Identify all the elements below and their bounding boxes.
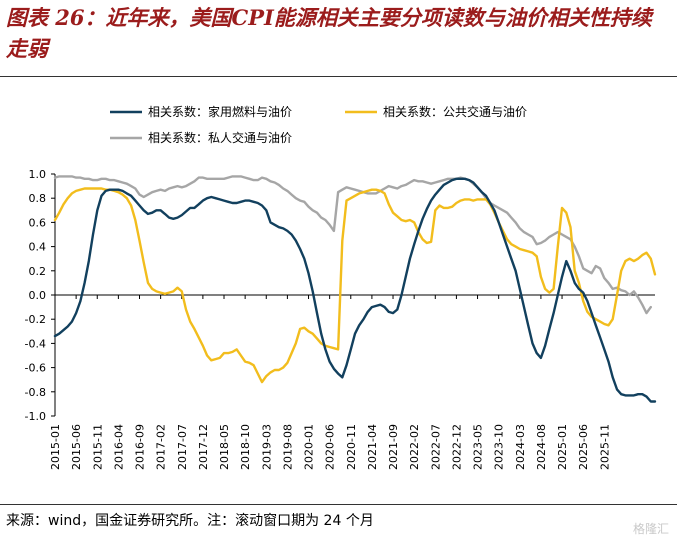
legend-label: 相关系数：私人交通与油价 [148,130,292,145]
x-tick-label: 2025-11 [598,424,611,470]
x-tick-label: 2023-05 [472,424,485,470]
x-tick-label: 2015-06 [70,424,83,470]
x-tick-label: 2015-11 [91,424,104,470]
title-divider [0,76,677,77]
x-tick-label: 2023-10 [493,424,506,470]
legend-label: 相关系数：家用燃料与油价 [148,104,292,119]
y-tick-label: 0.6 [29,216,47,229]
x-tick-label: 2022-02 [408,424,421,470]
x-tick-label: 2025-06 [577,424,590,470]
source-divider [0,504,677,505]
y-tick-label: 0.4 [29,241,47,254]
y-tick-label: -0.2 [25,313,46,326]
x-tick-label: 2015-01 [49,424,62,470]
axes: 1.00.80.60.40.20.0-0.2-0.4-0.6-0.8-1.020… [25,168,655,470]
x-tick-label: 2021-04 [366,424,379,470]
x-tick-label: 2019-03 [260,424,273,470]
y-tick-label: 0.2 [29,265,47,278]
y-tick-label: 1.0 [29,168,47,181]
source-note: 来源：wind，国金证券研究所。注：滚动窗口期为 24 个月 [6,513,374,529]
y-tick-label: -1.0 [25,410,46,423]
x-tick-label: 2024-03 [514,424,527,470]
x-tick-label: 2017-07 [176,424,189,470]
legend-label: 相关系数：公共交通与油价 [383,104,527,119]
x-tick-label: 2020-11 [345,424,358,470]
y-tick-label: -0.6 [25,362,46,375]
x-tick-label: 2020-06 [324,424,337,470]
y-tick-label: -0.4 [25,337,46,350]
x-tick-label: 2018-10 [239,424,252,470]
x-tick-label: 2019-08 [281,424,294,470]
series-layer [53,175,657,403]
x-tick-label: 2025-01 [556,424,569,470]
x-tick-label: 2020-01 [303,424,316,470]
y-tick-label: 0.0 [29,289,47,302]
x-tick-label: 2018-05 [218,424,231,470]
y-tick-label: -0.8 [25,386,46,399]
x-tick-label: 2024-08 [535,424,548,470]
chart-title: 图表 26：近年来，美国CPI能源相关主要分项读数与油价相关性持续走弱 [6,5,652,61]
x-tick-label: 2016-09 [134,424,147,470]
x-tick-label: 2022-07 [429,424,442,470]
x-tick-label: 2021-09 [387,424,400,470]
y-tick-label: 0.8 [29,192,47,205]
x-tick-label: 2017-12 [197,424,210,470]
x-tick-label: 2016-04 [112,424,125,470]
series-line-1 [53,177,657,403]
series-line-2 [53,187,657,384]
watermark-logo: 格隆汇 [632,522,669,536]
x-tick-label: 2017-02 [155,424,168,470]
series-line-3 [53,175,652,315]
x-tick-label: 2022-12 [450,424,463,470]
